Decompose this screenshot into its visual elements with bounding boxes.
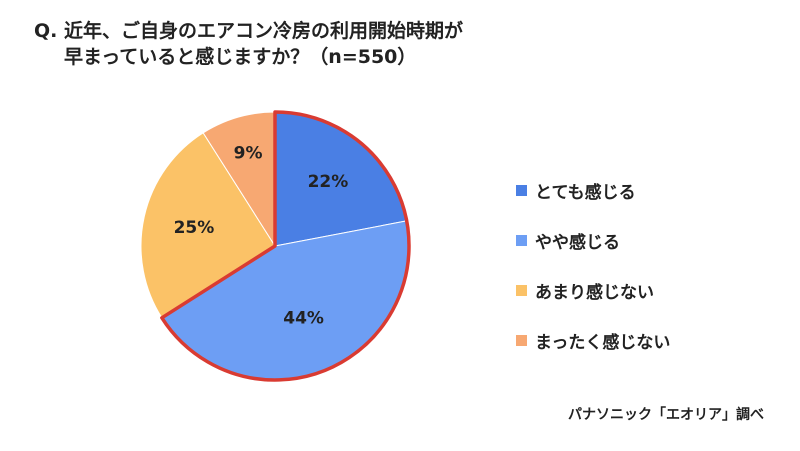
legend: とても感じる やや感じる あまり感じない まったく感じない: [516, 165, 670, 365]
slice-label-3: 25%: [174, 218, 215, 238]
legend-item-not-much: あまり感じない: [516, 265, 670, 315]
question-prefix: Q.: [34, 20, 58, 42]
slice-label-4: 9%: [234, 143, 263, 163]
pie-slice-3: [140, 132, 276, 319]
legend-item-very: とても感じる: [516, 165, 670, 215]
legend-item-not-at-all: まったく感じない: [516, 315, 670, 365]
title-line-2: 早まっていると感じますか？（n=550）: [64, 46, 417, 68]
title-line-1: 近年、ご自身のエアコン冷房の利用開始時期が: [64, 20, 464, 42]
legend-label: まったく感じない: [535, 332, 671, 353]
highlight-outline: [160, 110, 411, 382]
source-note: パナソニック「エオリア」調べ: [568, 407, 764, 423]
legend-label: とても感じる: [535, 182, 636, 203]
legend-item-somewhat: やや感じる: [516, 215, 670, 265]
slice-label-1: 22%: [308, 172, 349, 192]
legend-label: あまり感じない: [535, 282, 654, 303]
legend-swatch: [516, 184, 527, 196]
legend-label: やや感じる: [535, 232, 620, 253]
legend-swatch: [516, 284, 527, 296]
legend-swatch: [516, 334, 527, 346]
legend-swatch: [516, 234, 527, 246]
slice-label-2: 44%: [283, 308, 324, 328]
